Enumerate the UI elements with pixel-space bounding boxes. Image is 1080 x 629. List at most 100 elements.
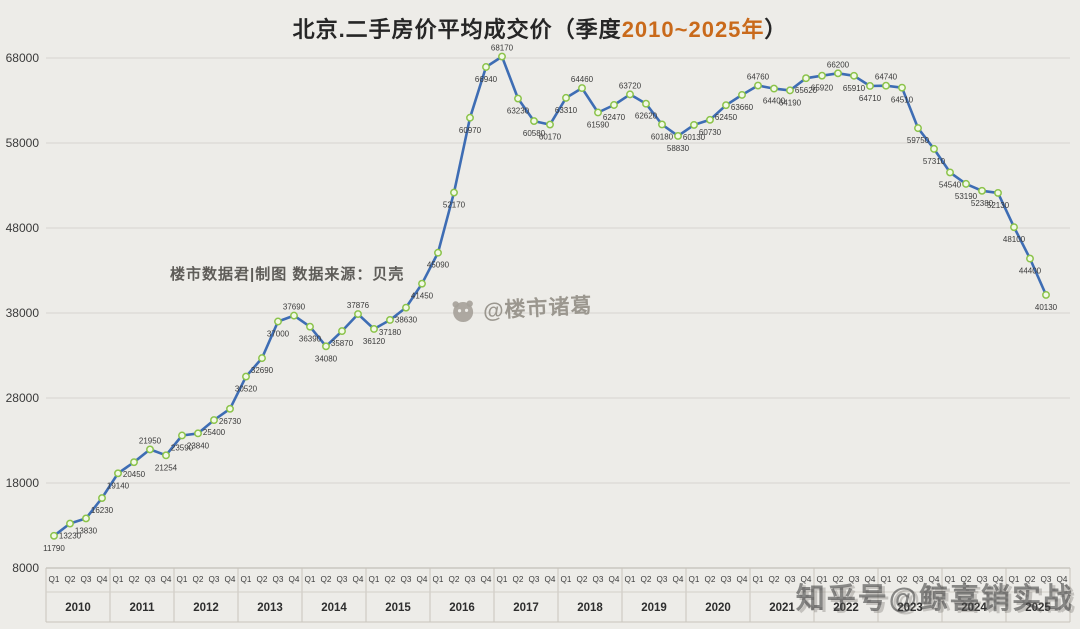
- svg-text:2022: 2022: [833, 602, 859, 614]
- watermark-center: @楼市诸葛: [449, 289, 593, 326]
- svg-text:2010: 2010: [65, 602, 91, 614]
- svg-text:30520: 30520: [235, 385, 258, 394]
- svg-text:Q3: Q3: [401, 575, 412, 584]
- svg-text:59750: 59750: [907, 136, 930, 145]
- svg-text:Q1: Q1: [113, 575, 124, 584]
- svg-text:Q2: Q2: [449, 575, 460, 584]
- svg-text:13230: 13230: [59, 532, 82, 541]
- x-axis: Q1 Q2 Q3 Q4 2010 Q1 Q2 Q3 Q4 2011 Q1 Q2 Q3 Q4 2012 Q1 Q2…: [45, 568, 1071, 623]
- svg-text:2023: 2023: [897, 602, 923, 614]
- svg-text:63230: 63230: [507, 107, 530, 116]
- svg-text:60730: 60730: [699, 128, 722, 137]
- svg-text:Q3: Q3: [785, 575, 796, 584]
- svg-text:60180: 60180: [651, 132, 674, 141]
- data-points: [50, 52, 1050, 540]
- svg-text:Q1: Q1: [689, 575, 700, 584]
- svg-text:Q3: Q3: [913, 575, 924, 584]
- svg-text:Q2: Q2: [641, 575, 652, 584]
- svg-text:Q1: Q1: [753, 575, 764, 584]
- svg-text:34080: 34080: [315, 354, 338, 363]
- svg-text:23840: 23840: [187, 441, 210, 450]
- svg-text:Q1: Q1: [369, 575, 380, 584]
- svg-text:Q1: Q1: [625, 575, 636, 584]
- svg-text:63660: 63660: [731, 103, 754, 112]
- svg-text:Q4: Q4: [353, 575, 364, 584]
- watermark-center-text: @楼市诸葛: [482, 294, 594, 323]
- svg-text:Q2: Q2: [897, 575, 908, 584]
- svg-text:Q1: Q1: [817, 575, 828, 584]
- svg-text:Q3: Q3: [1041, 575, 1052, 584]
- svg-text:20450: 20450: [123, 470, 146, 479]
- svg-text:Q2: Q2: [513, 575, 524, 584]
- svg-text:64510: 64510: [891, 96, 914, 105]
- svg-text:36120: 36120: [363, 337, 386, 346]
- svg-text:Q3: Q3: [81, 575, 92, 584]
- svg-text:65920: 65920: [811, 84, 834, 93]
- svg-text:2021: 2021: [769, 602, 795, 614]
- svg-text:65910: 65910: [843, 84, 866, 93]
- svg-text:2016: 2016: [449, 602, 475, 614]
- svg-text:Q2: Q2: [961, 575, 972, 584]
- svg-text:Q1: Q1: [881, 575, 892, 584]
- svg-text:Q1: Q1: [177, 575, 188, 584]
- svg-text:2017: 2017: [513, 602, 539, 614]
- svg-text:Q2: Q2: [129, 575, 140, 584]
- svg-text:Q4: Q4: [673, 575, 684, 584]
- svg-text:19140: 19140: [107, 481, 130, 490]
- svg-text:60170: 60170: [539, 133, 562, 142]
- svg-text:Q3: Q3: [529, 575, 540, 584]
- svg-text:Q2: Q2: [833, 575, 844, 584]
- svg-text:Q1: Q1: [49, 575, 60, 584]
- svg-text:Q1: Q1: [305, 575, 316, 584]
- svg-text:68170: 68170: [491, 44, 514, 53]
- svg-text:Q3: Q3: [977, 575, 988, 584]
- svg-text:Q4: Q4: [161, 575, 172, 584]
- svg-text:Q1: Q1: [241, 575, 252, 584]
- svg-text:63720: 63720: [619, 81, 642, 90]
- svg-text:Q2: Q2: [1025, 575, 1036, 584]
- svg-text:52170: 52170: [443, 201, 466, 210]
- svg-text:2024: 2024: [961, 602, 987, 614]
- svg-text:38000: 38000: [6, 306, 40, 320]
- svg-text:Q2: Q2: [577, 575, 588, 584]
- svg-text:64760: 64760: [747, 73, 770, 82]
- svg-text:64190: 64190: [779, 98, 802, 107]
- svg-text:Q4: Q4: [929, 575, 940, 584]
- chart-title-suffix: ）: [764, 17, 788, 42]
- svg-text:66200: 66200: [827, 60, 850, 69]
- svg-text:21950: 21950: [139, 436, 162, 445]
- svg-text:41450: 41450: [411, 292, 434, 301]
- svg-text:2011: 2011: [130, 602, 156, 614]
- svg-text:64710: 64710: [859, 94, 882, 103]
- svg-text:11790: 11790: [43, 544, 65, 553]
- svg-text:58000: 58000: [6, 136, 40, 150]
- svg-text:Q3: Q3: [145, 575, 156, 584]
- svg-text:2019: 2019: [641, 602, 667, 614]
- svg-text:Q1: Q1: [497, 575, 508, 584]
- svg-text:Q1: Q1: [945, 575, 956, 584]
- svg-text:Q4: Q4: [417, 575, 428, 584]
- svg-text:44400: 44400: [1019, 267, 1042, 276]
- svg-text:Q3: Q3: [337, 575, 348, 584]
- svg-text:60130: 60130: [683, 133, 706, 142]
- svg-text:66940: 66940: [475, 75, 498, 84]
- svg-text:37690: 37690: [283, 303, 306, 312]
- svg-text:62470: 62470: [603, 113, 626, 122]
- chart-title-prefix: 北京.二手房价平均成交价（季度: [292, 17, 622, 42]
- svg-text:52130: 52130: [987, 201, 1010, 210]
- svg-text:Q2: Q2: [705, 575, 716, 584]
- svg-text:61590: 61590: [587, 120, 610, 129]
- svg-text:37876: 37876: [347, 301, 370, 310]
- svg-text:Q4: Q4: [481, 575, 492, 584]
- svg-text:54540: 54540: [939, 180, 962, 189]
- svg-text:18000: 18000: [6, 476, 40, 490]
- svg-text:23590: 23590: [171, 443, 194, 452]
- svg-text:13830: 13830: [75, 526, 98, 535]
- svg-text:52380: 52380: [971, 199, 994, 208]
- svg-text:Q2: Q2: [321, 575, 332, 584]
- svg-text:Q2: Q2: [385, 575, 396, 584]
- svg-text:38630: 38630: [395, 316, 418, 325]
